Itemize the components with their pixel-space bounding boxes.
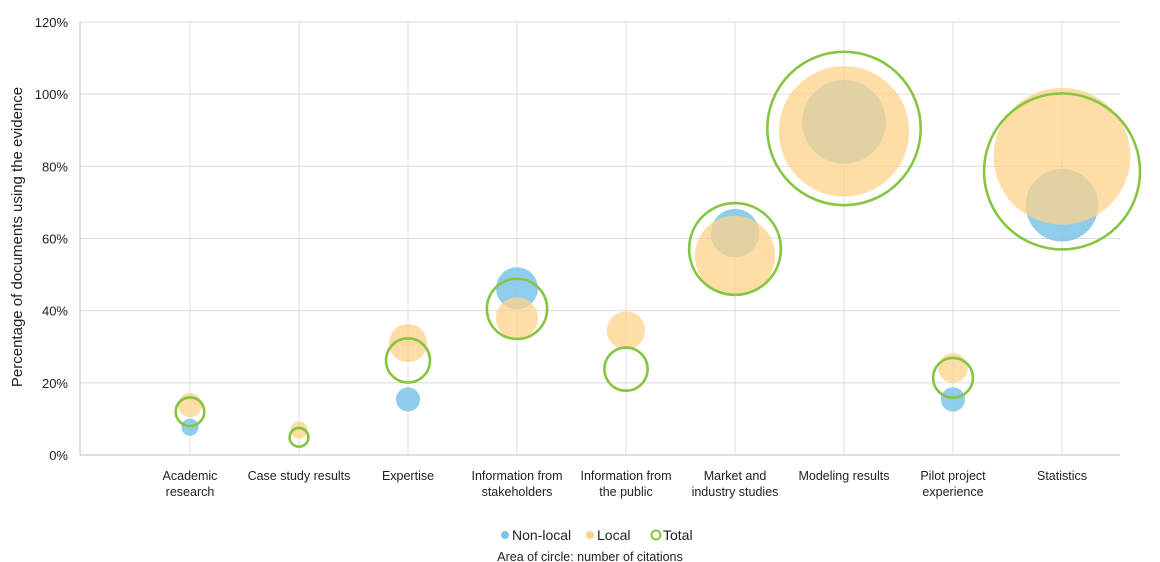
total-legend-label: Total <box>663 527 693 543</box>
y-tick-label: 40% <box>42 304 68 319</box>
local-bubble <box>606 311 646 350</box>
y-tick-label: 120% <box>35 15 69 30</box>
legend: Non-local Local Total <box>501 527 693 543</box>
y-tick-label: 60% <box>42 232 68 247</box>
x-tick-label: Pilot project experience <box>920 469 986 499</box>
local-bubble <box>694 215 776 296</box>
total-bubble <box>384 337 432 384</box>
non-local-legend-label: Non-local <box>512 527 571 543</box>
local-bubble <box>778 66 910 197</box>
non-local-bubble <box>496 267 538 310</box>
x-tick-label: Modeling results <box>798 469 889 483</box>
y-tick-label: 100% <box>35 87 69 102</box>
total-legend-marker <box>650 529 662 541</box>
non-local-bubble <box>395 387 421 412</box>
total-bubble <box>288 426 310 449</box>
local-bubble <box>496 297 538 340</box>
x-tick-label: Information from stakeholders <box>471 469 562 499</box>
y-tick-label: 20% <box>42 376 68 391</box>
x-tick-label: Expertise <box>382 469 434 483</box>
x-tick-label: Information from the public <box>580 469 671 499</box>
x-tick-label: Market and industry studies <box>692 469 779 499</box>
local-legend-marker <box>586 531 594 539</box>
local-legend-label: Local <box>597 527 630 543</box>
total-bubble <box>603 346 649 393</box>
total-bubble <box>174 396 206 428</box>
local-bubble <box>388 324 428 363</box>
non-local-legend-marker <box>501 531 509 539</box>
total-bubble <box>485 277 549 341</box>
non-local-bubble <box>940 387 966 412</box>
total-bubble <box>982 92 1142 251</box>
total-bubble <box>687 201 783 297</box>
x-tick-label: Case study results <box>248 469 351 483</box>
y-tick-label: 80% <box>42 159 68 174</box>
x-tick-label: Academic research <box>163 469 218 499</box>
total-bubble <box>931 356 975 399</box>
local-bubble <box>993 87 1131 225</box>
y-tick-label: 0% <box>49 448 68 463</box>
x-tick-label: Statistics <box>1037 469 1087 483</box>
y-axis-title: Percentage of documents using the eviden… <box>9 87 26 387</box>
total-bubble <box>765 50 922 207</box>
chart-footnote: Area of circle: number of citations <box>497 550 683 562</box>
local-bubble <box>290 421 308 439</box>
